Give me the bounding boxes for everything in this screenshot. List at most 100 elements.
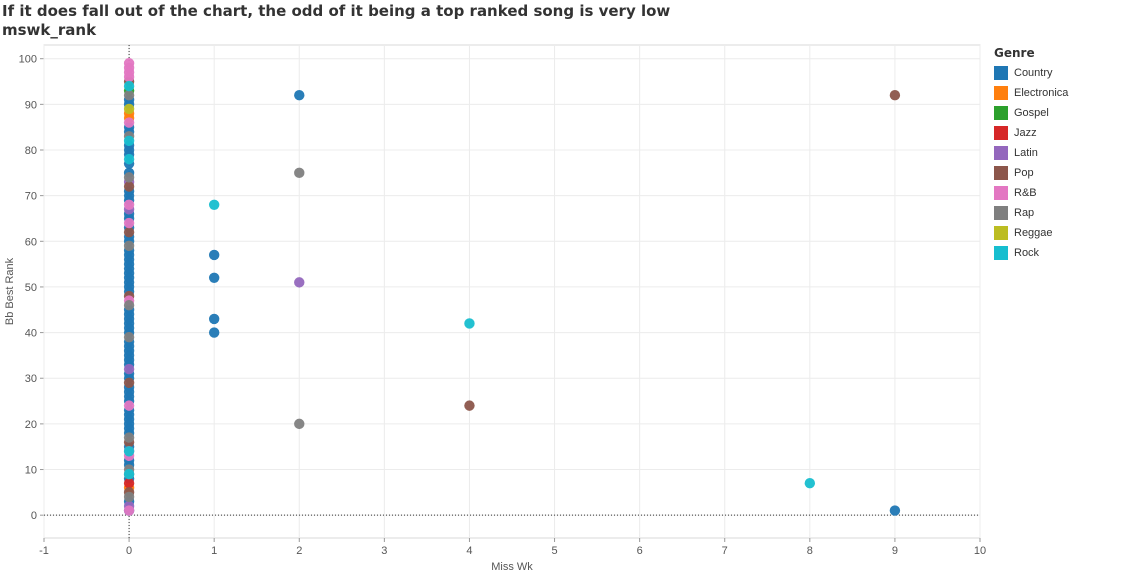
data-point-rap [123, 331, 135, 343]
legend-item[interactable]: Latin [994, 143, 1068, 163]
legend-label: Reggae [1014, 227, 1053, 239]
data-point-pop [123, 377, 135, 388]
y-tick-label: 50 [25, 282, 37, 294]
legend-label: Jazz [1014, 127, 1037, 139]
data-point-rap [123, 299, 135, 311]
data-point-r-b [123, 505, 135, 516]
legend-item[interactable]: Country [994, 63, 1068, 83]
y-tick-label: 80 [25, 145, 37, 157]
legend-swatch [994, 166, 1008, 180]
legend-label: Rock [1014, 247, 1040, 259]
data-point-jazz [123, 478, 135, 489]
scatter-plot: 0 10 20 30 40 50 60 70 80 90 100 -1 0 1 2 3 4 5 6 7 8 9 10 Miss… [4, 44, 986, 573]
legend-item[interactable]: Reggae [994, 223, 1068, 243]
plot-area [43, 44, 981, 539]
legend-label: Country [1014, 67, 1053, 79]
legend-swatch [994, 206, 1008, 220]
data-point-reggae [123, 103, 135, 115]
x-tick-label: 7 [722, 545, 728, 557]
data-point-country [208, 249, 220, 261]
data-point-country [294, 90, 305, 101]
x-tick-label: 8 [807, 545, 813, 557]
data-point-r-b [123, 117, 135, 128]
x-tick-label: 0 [126, 545, 132, 557]
legend-title: Genre [994, 46, 1035, 60]
legend-item[interactable]: Pop [994, 163, 1068, 183]
data-point-r-b [123, 217, 135, 229]
data-point-r-b [123, 58, 135, 69]
legend-label: Rap [1014, 207, 1035, 219]
legend-item[interactable]: R&B [994, 183, 1068, 203]
legend-swatch [994, 146, 1008, 160]
legend-swatch [994, 186, 1008, 200]
legend-label: Electronica [1014, 87, 1069, 99]
legend-label: R&B [1014, 187, 1037, 199]
x-tick-label: 9 [892, 545, 898, 557]
data-point-country [208, 313, 220, 325]
data-point-r-b [123, 400, 135, 411]
data-point-pop [123, 226, 135, 238]
legend-swatch [994, 86, 1008, 100]
legend-item[interactable]: Gospel [994, 103, 1068, 123]
y-tick-label: 10 [25, 465, 37, 477]
data-point-latin [294, 277, 305, 288]
legend: Genre Country Electronica Gospel Jazz Latin P… [994, 46, 1068, 263]
y-tick-label: 60 [25, 236, 37, 248]
legend-item[interactable]: Rap [994, 203, 1068, 223]
data-point-rock [804, 478, 816, 489]
legend-label: Latin [1014, 147, 1038, 159]
y-tick-label: 40 [25, 328, 37, 340]
x-tick-label: 1 [211, 545, 217, 557]
legend-label: Pop [1014, 167, 1034, 179]
legend-swatch [994, 246, 1008, 260]
data-point-rap [294, 167, 305, 179]
data-point-r-b [123, 199, 135, 210]
data-point-latin [123, 363, 135, 375]
y-axis-label: Bb Best Rank [4, 257, 16, 325]
x-axis-label: Miss Wk [491, 561, 533, 573]
legend-swatch [994, 66, 1008, 80]
y-tick-label: 0 [31, 510, 37, 522]
legend-swatch [994, 126, 1008, 140]
data-point-country [889, 505, 901, 516]
y-tick-label: 100 [19, 54, 37, 66]
legend-item[interactable]: Jazz [994, 123, 1068, 143]
data-point-rap [123, 90, 135, 101]
y-tick-label: 30 [25, 373, 37, 385]
data-point-rock [123, 153, 135, 165]
data-point-rock [123, 135, 135, 147]
legend-items: Country Electronica Gospel Jazz Latin Pop R&B R… [994, 63, 1068, 263]
title-line-2: mswk_rank [2, 21, 97, 39]
x-tick-label: 10 [974, 545, 986, 557]
y-tick-label: 90 [25, 99, 37, 111]
data-point-rap [123, 240, 135, 252]
x-tick-label: 3 [381, 545, 387, 557]
y-tick-label: 70 [25, 191, 37, 203]
data-point-rap [123, 491, 135, 503]
x-tick-label: 4 [466, 545, 472, 557]
data-point-rock [123, 446, 135, 457]
data-point-country [208, 327, 220, 338]
chart-title: If it does fall out of the chart, the od… [2, 2, 670, 40]
legend-swatch [994, 226, 1008, 240]
x-tick-label: 5 [551, 545, 557, 557]
data-point-rock [123, 80, 135, 92]
legend-swatch [994, 106, 1008, 120]
x-tick-label: -1 [39, 545, 49, 557]
x-tick-label: 6 [637, 545, 643, 557]
title-line-1: If it does fall out of the chart, the od… [2, 2, 671, 20]
data-point-country [208, 272, 220, 284]
data-point-rock [123, 468, 135, 480]
data-point-pop [889, 90, 901, 101]
y-tick-label: 20 [25, 419, 37, 431]
legend-label: Gospel [1014, 107, 1049, 119]
data-point-rap [123, 172, 135, 183]
data-point-rap [123, 432, 135, 443]
data-point-rock [208, 199, 220, 210]
data-point-rap [294, 418, 305, 430]
x-tick-label: 2 [296, 545, 302, 557]
legend-item[interactable]: Rock [994, 243, 1068, 263]
data-point-pop [123, 181, 135, 192]
legend-item[interactable]: Electronica [994, 83, 1068, 103]
data-point-rock [464, 318, 475, 329]
